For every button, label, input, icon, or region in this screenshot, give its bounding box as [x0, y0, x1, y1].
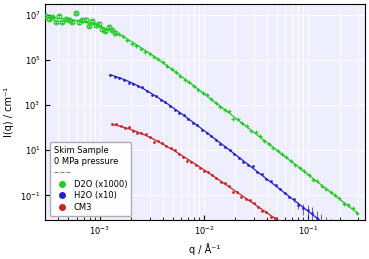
Y-axis label: I(q) / cm⁻¹: I(q) / cm⁻¹: [4, 87, 14, 137]
Legend: , D2O (x1000), H2O (x10), CM3: , D2O (x1000), H2O (x10), CM3: [49, 142, 131, 216]
X-axis label: q / Å⁻¹: q / Å⁻¹: [189, 243, 221, 255]
